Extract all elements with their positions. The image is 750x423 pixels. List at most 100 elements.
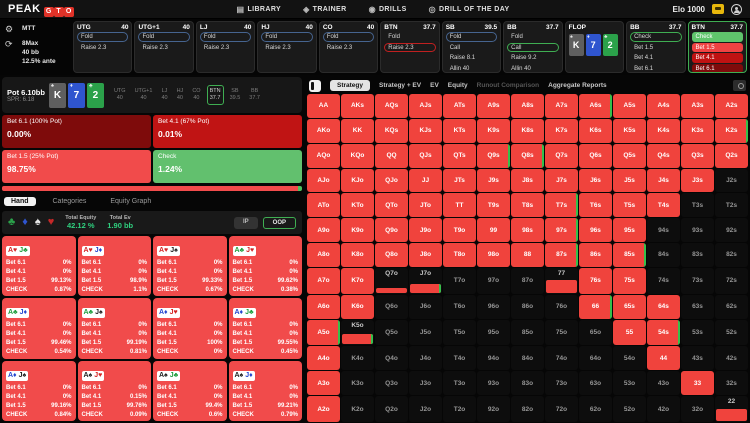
hand-combo-cell[interactable]: A♠ J♣ Bet 6.1 0% Bet 4.1 0% Bet 1.5 99.4% CHECK 0… (153, 360, 227, 421)
hand-combo-cell[interactable]: A♠ J♥ Bet 6.1 0% Bet 4.1 0.15% Bet 1.5 99.76% CH… (77, 360, 151, 421)
action-raise-2-3[interactable]: Raise 2.3 (142, 44, 168, 51)
action-raise-2-3[interactable]: Raise 2.3 (384, 42, 436, 52)
matrix-cell-J6o[interactable]: J6o (409, 294, 442, 319)
matrix-cell-J7s[interactable]: J7s (545, 168, 578, 193)
position-panel-utg+1[interactable]: UTG+1 40 Fold Raise 2.3 (134, 21, 194, 73)
position-panel-sb[interactable]: SB 39.5 Fold Call Raise 8.1 Allin 40 (441, 21, 502, 73)
matrix-cell-K2s[interactable]: K2s (715, 118, 748, 143)
matrix-cell-92s[interactable]: 92s (715, 218, 748, 243)
action-bet-6-1[interactable]: Bet 6.1 (634, 65, 654, 72)
matrix-cell-86o[interactable]: 86o (511, 294, 544, 319)
hand-combo-cell[interactable]: A♥ J♦ Bet 6.1 0% Bet 4.1 0% Bet 1.5 98.9% CHECK 1… (77, 236, 151, 297)
matrix-cell-64o[interactable]: 64o (579, 346, 612, 371)
matrix-cell-AA[interactable]: AA (307, 94, 340, 118)
matrix-cell-53o[interactable]: 53o (613, 371, 646, 396)
matrix-cell-J5o[interactable]: J5o (409, 319, 442, 346)
action-raise-2-3[interactable]: Raise 2.3 (81, 44, 107, 51)
matrix-cell-T9s[interactable]: T9s (477, 193, 510, 218)
action-bet-4-1[interactable]: Bet 4.1 (634, 55, 654, 61)
matrix-cell-J2s[interactable]: J2s (715, 168, 748, 193)
matrix-cell-Q4o[interactable]: Q4o (375, 346, 408, 371)
matrix-cell-A3o[interactable]: A3o (307, 371, 340, 396)
matrix-cell-QTs[interactable]: QTs (443, 143, 476, 168)
hand-combo-cell[interactable]: A♣ J♠ Bet 6.1 0% Bet 4.1 0% Bet 1.5 99.19% CHECK… (77, 298, 151, 359)
position-panel-btn[interactable]: BTN 37.7 Check Bet 1.5 Bet 4.1 Bet 6.1 (687, 21, 747, 73)
spade-icon[interactable]: ♠ (34, 216, 41, 228)
strategy-option-bet-6-1-100-pot-[interactable]: Bet 6.1 (100% Pot) 0.00% (2, 115, 151, 148)
matrix-cell-TT[interactable]: TT (443, 193, 476, 218)
matrix-cell-AQs[interactable]: AQs (375, 94, 408, 118)
matrix-cell-32s[interactable]: 32s (715, 371, 748, 396)
matrix-cell-72s[interactable]: 72s (715, 267, 748, 294)
matrix-cell-62s[interactable]: 62s (715, 294, 748, 319)
matrix-cell-JTs[interactable]: JTs (443, 168, 476, 193)
matrix-cell-J4o[interactable]: J4o (409, 346, 442, 371)
matrix-cell-98o[interactable]: 98o (477, 243, 510, 267)
matrix-cell-77[interactable]: 77 (545, 267, 578, 294)
matrix-cell-86s[interactable]: 86s (579, 243, 612, 267)
matrix-cell-K6s[interactable]: K6s (579, 118, 612, 143)
matrix-cell-ATo[interactable]: ATo (307, 193, 340, 218)
matrix-cell-J9o[interactable]: J9o (409, 218, 442, 243)
matrix-cell-Q3s[interactable]: Q3s (681, 143, 714, 168)
matrix-cell-T6s[interactable]: T6s (579, 193, 612, 218)
mini-position-bb[interactable]: BB 37.7 (246, 85, 263, 105)
matrix-cell-74s[interactable]: 74s (647, 267, 680, 294)
matrix-cell-93s[interactable]: 93s (681, 218, 714, 243)
action-fold[interactable]: Fold (77, 32, 129, 42)
matrix-cell-43s[interactable]: 43s (681, 346, 714, 371)
matrix-cell-J2o[interactable]: J2o (409, 396, 442, 422)
action-check[interactable]: Check (630, 32, 682, 42)
position-panel-lj[interactable]: LJ 40 Fold Raise 2.3 (195, 21, 256, 73)
matrix-cell-A2s[interactable]: A2s (715, 94, 748, 118)
tab-runout-comparison[interactable]: Runout Comparison (476, 82, 540, 89)
matrix-cell-T3s[interactable]: T3s (681, 193, 714, 218)
matrix-cell-KJs[interactable]: KJs (409, 118, 442, 143)
action-raise-9-2[interactable]: Raise 9.2 (511, 55, 537, 61)
matrix-cell-95o[interactable]: 95o (477, 319, 510, 346)
matrix-cell-84s[interactable]: 84s (647, 243, 680, 267)
matrix-cell-AJo[interactable]: AJo (307, 168, 340, 193)
position-panel-bb[interactable]: BB 37.7 Fold Call Raise 9.2 Allin 40 (503, 21, 563, 73)
matrix-cell-K5o[interactable]: K5o (341, 319, 374, 346)
tab-ev[interactable]: EV (430, 82, 439, 89)
hand-combo-cell[interactable]: A♦ J♥ Bet 6.1 0% Bet 4.1 0% Bet 1.5 100% CHECK 0% (153, 298, 227, 359)
matrix-cell-JTo[interactable]: JTo (409, 193, 442, 218)
hand-combo-cell[interactable]: A♣ J♥ Bet 6.1 0% Bet 4.1 0% Bet 1.5 99.62% CHECK… (228, 236, 302, 297)
action-bet-6-1[interactable]: Bet 6.1 (691, 63, 743, 72)
matrix-cell-83o[interactable]: 83o (511, 371, 544, 396)
action-raise-2-3[interactable]: Raise 2.3 (265, 44, 291, 51)
hand-combo-cell[interactable]: A♥ J♣ Bet 6.1 0% Bet 4.1 0% Bet 1.5 99.13% CHECK… (2, 236, 76, 297)
matrix-cell-T3o[interactable]: T3o (443, 371, 476, 396)
matrix-cell-53s[interactable]: 53s (681, 319, 714, 346)
hand-combo-cell[interactable]: A♠ J♦ Bet 6.1 0% Bet 4.1 0% Bet 1.5 99.21% CHECK… (228, 360, 302, 421)
matrix-cell-73s[interactable]: 73s (681, 267, 714, 294)
matrix-cell-32o[interactable]: 32o (681, 396, 714, 422)
matrix-cell-Q8s[interactable]: Q8s (511, 143, 544, 168)
hand-combo-cell[interactable]: A♦ J♠ Bet 6.1 0% Bet 4.1 0% Bet 1.5 99.16% CHECK… (2, 360, 76, 421)
matrix-cell-Q9s[interactable]: Q9s (477, 143, 510, 168)
hand-combo-cell[interactable]: A♣ J♦ Bet 6.1 0% Bet 4.1 0% Bet 1.5 99.46% CHECK… (2, 298, 76, 359)
matrix-cell-K6o[interactable]: K6o (341, 294, 374, 319)
matrix-cell-T8s[interactable]: T8s (511, 193, 544, 218)
matrix-cell-A4s[interactable]: A4s (647, 94, 680, 118)
position-panel-flop[interactable]: FLOP ♠ K ♦ 7 ♣ 2 (564, 21, 625, 73)
matrix-cell-96s[interactable]: 96s (579, 218, 612, 243)
action-call[interactable]: Call (449, 44, 461, 51)
matrix-cell-ATs[interactable]: ATs (443, 94, 476, 118)
matrix-cell-76s[interactable]: 76s (579, 267, 612, 294)
matrix-cell-85s[interactable]: 85s (613, 243, 646, 267)
matrix-cell-JJ[interactable]: JJ (409, 168, 442, 193)
matrix-cell-A6o[interactable]: A6o (307, 294, 340, 319)
mini-position-utg+1[interactable]: UTG+1 40 (132, 85, 156, 105)
mini-position-btn[interactable]: BTN 37.7 (206, 85, 224, 105)
matrix-cell-64s[interactable]: 64s (647, 294, 680, 319)
action-raise-8-1[interactable]: Raise 8.1 (449, 55, 476, 61)
mini-position-utg[interactable]: UTG 40 (111, 85, 129, 105)
action-allin-40[interactable]: Allin 40 (511, 65, 531, 72)
matrix-cell-75s[interactable]: 75s (613, 267, 646, 294)
matrix-cell-52o[interactable]: 52o (613, 396, 646, 422)
matrix-cell-K9s[interactable]: K9s (477, 118, 510, 143)
matrix-cell-99[interactable]: 99 (477, 218, 510, 243)
matrix-cell-T2o[interactable]: T2o (443, 396, 476, 422)
